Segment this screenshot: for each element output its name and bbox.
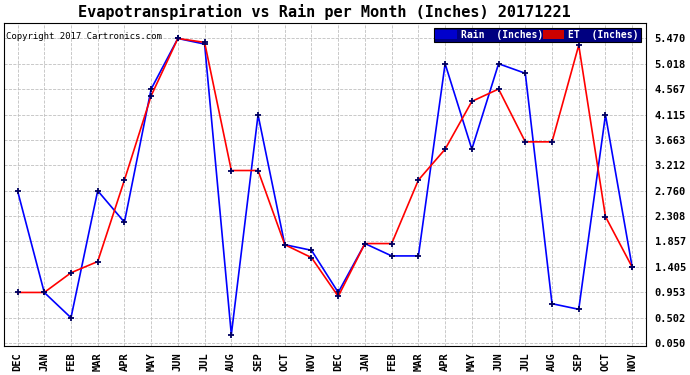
Legend: Rain  (Inches), ET  (Inches): Rain (Inches), ET (Inches) [433,28,641,42]
Title: Evapotranspiration vs Rain per Month (Inches) 20171221: Evapotranspiration vs Rain per Month (In… [79,4,571,20]
Text: Copyright 2017 Cartronics.com: Copyright 2017 Cartronics.com [6,32,162,41]
